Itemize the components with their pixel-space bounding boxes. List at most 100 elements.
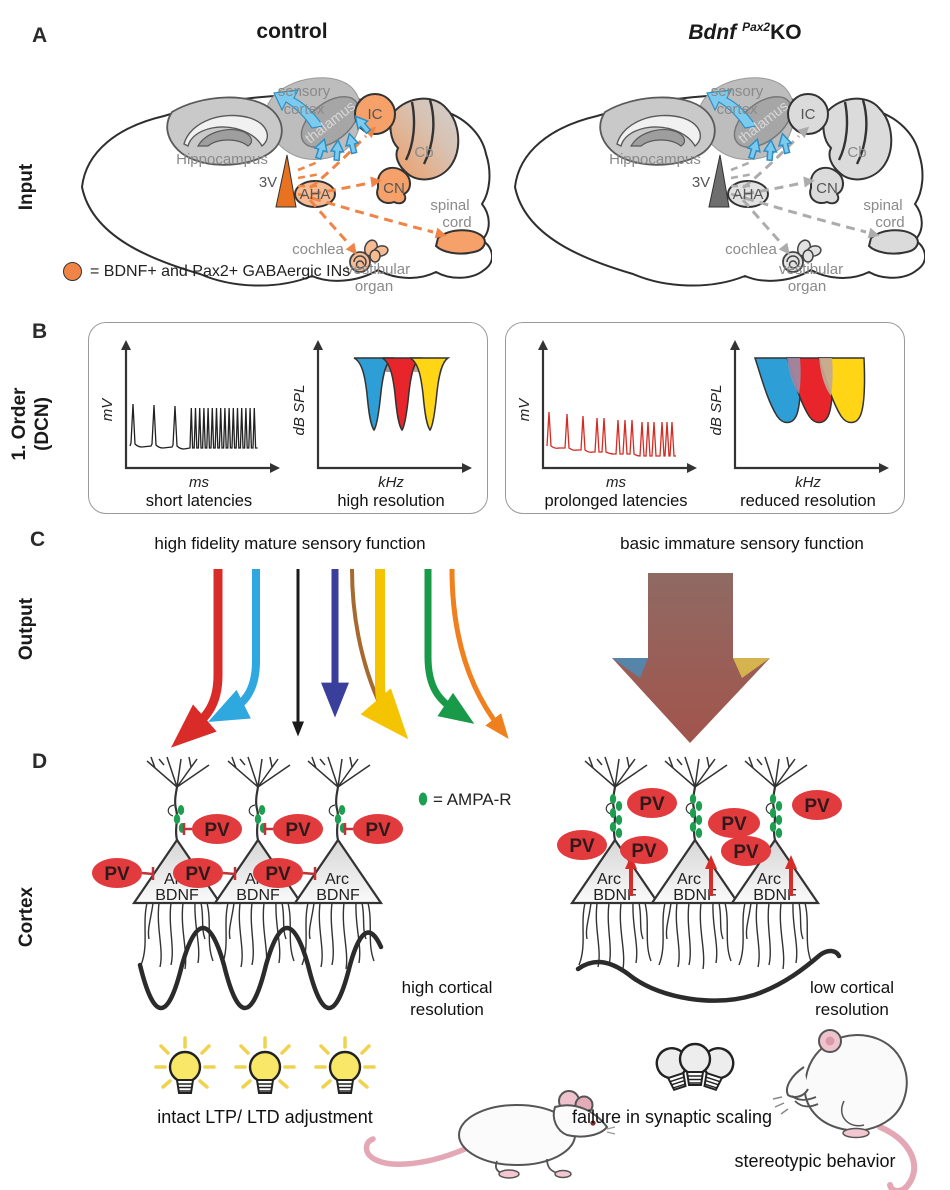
cortex-control: Arc BDNF PV	[92, 755, 616, 1179]
pv-cell: PV PV PV PV PV PV	[92, 814, 403, 888]
cerebellum-fissures	[837, 99, 868, 165]
tuning-curve-blue	[353, 357, 395, 432]
label-spinal: spinal	[863, 197, 902, 214]
label-vestibular: vestibular	[779, 261, 843, 278]
caption-d-left: intact LTP/ LTD adjustment	[157, 1107, 372, 1127]
label-cochlea: cochlea	[725, 241, 777, 258]
lightbulb-on	[234, 1036, 296, 1095]
low-resolution-wave	[575, 948, 842, 1003]
label-cb: Cb	[414, 144, 433, 161]
label-cord: cord	[442, 214, 471, 231]
caption-c-right: basic immature sensory function	[620, 534, 864, 553]
pv-label: PV	[804, 796, 830, 817]
label-3v: 3V	[692, 174, 710, 191]
tuning-curve-red	[381, 357, 423, 432]
spike-train	[129, 403, 258, 450]
projection-to-ic	[309, 134, 368, 190]
wave-label-line1: low cortical	[810, 978, 894, 997]
grooming-mouse-illustration	[772, 1029, 918, 1190]
side-label-cortex: Cortex	[16, 886, 37, 948]
title-control: control	[256, 20, 328, 43]
arrow-yellow-corner	[733, 658, 770, 678]
wave-label-line2: resolution	[815, 1000, 889, 1019]
label-sensory: sensory	[278, 83, 331, 100]
pv-label: PV	[721, 814, 747, 835]
ampa-legend-text: = AMPA-R	[433, 790, 512, 809]
ampa-icon	[418, 792, 428, 806]
wave-label-line2: resolution	[410, 1000, 484, 1019]
projection-to-spinal	[744, 196, 867, 234]
lightbulb-on	[154, 1036, 216, 1095]
thalamus-to-cortex-arrow	[273, 89, 325, 129]
label-cn: CN	[383, 180, 405, 197]
title-ko-sup: Pax2	[742, 20, 771, 34]
third-ventricle	[708, 154, 730, 208]
label-cochlea: cochlea	[292, 241, 344, 258]
thalamus-input-arrows	[746, 132, 793, 162]
label-hippocampus: Hippocampus	[176, 151, 268, 168]
pv-label: PV	[204, 820, 230, 841]
output-arrows-control	[171, 568, 509, 748]
pv-label: PV	[104, 864, 130, 885]
y-axis-label: mV	[516, 397, 533, 421]
pv-label: PV	[631, 841, 657, 862]
label-cord: cord	[875, 214, 904, 231]
projection-to-cn	[744, 181, 803, 196]
ampa-legend: = AMPA-R	[418, 790, 512, 809]
cochlea-shape	[349, 251, 371, 273]
orange-neuron-icon	[63, 262, 82, 281]
pv-synapses-control	[141, 823, 353, 880]
overlap-blue-red	[787, 358, 801, 394]
high-resolution-wave	[137, 926, 384, 1011]
pv-label: PV	[569, 836, 595, 857]
cortex-ko: Arc BDNF PV PV PV PV PV PV lo	[557, 755, 918, 1190]
pv-label: PV	[285, 820, 311, 841]
label-cn: CN	[816, 180, 838, 197]
output-arrow-yellow	[360, 569, 409, 740]
projection-to-cochlea	[308, 199, 351, 246]
brain-ko: sensory cortex thalamus Hippocampus IC C…	[513, 77, 925, 295]
title-ko: Bdnf Pax2KO	[630, 20, 860, 45]
label-cb: Cb	[847, 144, 866, 161]
wave-label-line1: high cortical	[402, 978, 493, 997]
arrow-blue-corner	[612, 658, 648, 678]
cochlea-shape	[782, 251, 804, 273]
overlap-red-yellow	[819, 358, 833, 396]
panel-letter-d: D	[32, 750, 48, 773]
hippocampus-band	[183, 114, 269, 148]
output-arrow-blue	[207, 569, 260, 723]
panel-letter-c: C	[30, 528, 46, 551]
label-aha: AHA	[733, 186, 764, 203]
title-ko-suffix: KO	[770, 21, 802, 44]
spike-train	[546, 411, 676, 457]
tuning-plot-ko: dB SPL kHz reduced resolution	[708, 340, 889, 510]
projection-to-cochlea	[741, 199, 784, 246]
mouse-illustration	[363, 1090, 616, 1179]
panel-letter-a: A	[32, 24, 48, 47]
pv-label: PV	[733, 842, 759, 863]
cochlea-spiral	[786, 255, 800, 269]
thalamus-region	[300, 96, 360, 148]
output-arrow-ko	[612, 573, 770, 743]
pv-label: PV	[185, 864, 211, 885]
big-down-arrow	[612, 573, 770, 743]
label-hippocampus: Hippocampus	[609, 151, 701, 168]
vestibular-loop-3	[802, 249, 814, 263]
projection-to-ic	[742, 134, 801, 190]
thalamus-region	[733, 96, 793, 148]
projection-head-spinal	[867, 227, 880, 239]
thalamus-to-cortex-arrow	[706, 89, 758, 129]
label-organ: organ	[355, 278, 393, 295]
label-ic: IC	[801, 106, 816, 123]
label-organ: organ	[788, 278, 826, 295]
label-sensory: sensory	[711, 83, 764, 100]
caption: high resolution	[337, 492, 444, 510]
projection-head-cochlea	[778, 242, 790, 255]
caption-behavior: stereotypic behavior	[734, 1151, 895, 1171]
label-ic: IC	[368, 106, 383, 123]
projection-head-cn	[370, 176, 382, 188]
y-axis-label: dB SPL	[291, 385, 308, 436]
title-ko-gene: Bdnf	[688, 21, 737, 44]
y-axis-label: mV	[99, 397, 116, 421]
hippocampus-core	[196, 129, 253, 147]
